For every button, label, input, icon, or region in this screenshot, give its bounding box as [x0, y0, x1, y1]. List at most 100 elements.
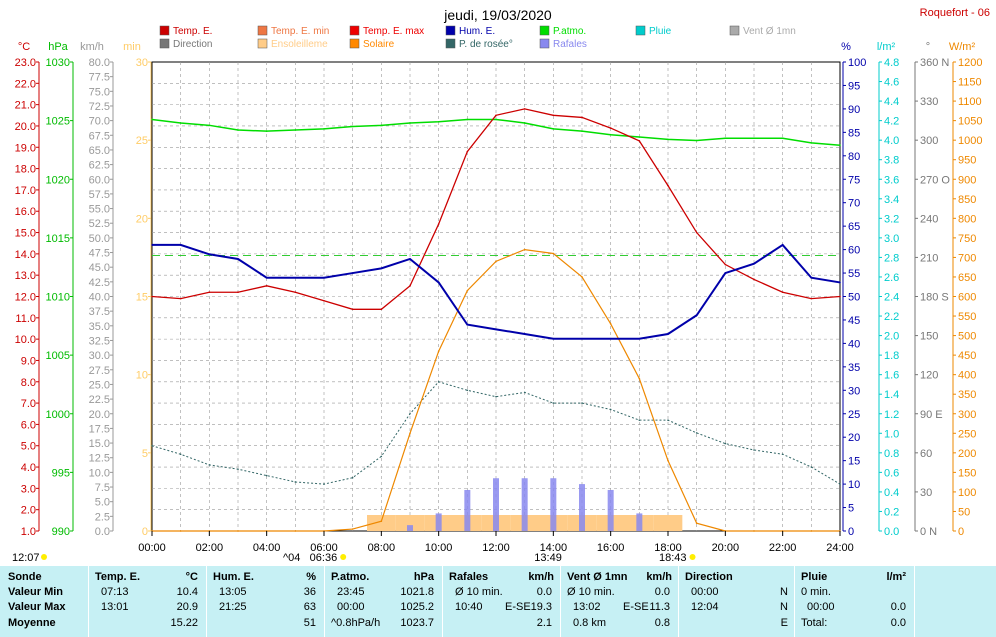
axis-tick-label-solar: 150 — [958, 467, 976, 479]
dewpoint-line-point — [409, 412, 411, 415]
direction-3: E — [780, 617, 788, 629]
axis-tick-label-temp: 15.0 — [15, 228, 36, 240]
axis-tick-label-hum: 45 — [848, 315, 860, 327]
humidity-line-point — [638, 337, 641, 340]
wind-avg10: 0.0 — [654, 586, 670, 598]
solar-line-point — [753, 530, 755, 532]
axis-tick-label-wind: 62.5 — [89, 160, 110, 172]
axis-tick-label-min: 10 — [136, 370, 148, 382]
x-tick-label: 08:00 — [368, 542, 396, 554]
axis-tick-label-hum: 90 — [848, 104, 860, 116]
axis-tick-label-solar: 600 — [958, 292, 976, 304]
gust-bar — [550, 478, 557, 531]
patmo-unit: hPa — [413, 571, 434, 583]
gusts-max-time: 10:40 — [455, 601, 483, 613]
temp-min: 10.4 — [176, 586, 198, 598]
axis-tick-label-solar: 400 — [958, 370, 976, 382]
axis-tick-label-temp: 8.0 — [21, 377, 36, 389]
solar-line-point — [638, 377, 641, 380]
axis-tick-label-pressure: 1015 — [46, 233, 70, 245]
axis-unit-solar: W/m² — [949, 41, 976, 53]
hum-min-time: 13:05 — [219, 586, 247, 598]
gust-bar — [579, 484, 585, 531]
pressure-line-point — [351, 125, 354, 128]
axis-tick-label-temp: 20.0 — [15, 121, 36, 133]
axis-tick-label-solar: 1150 — [958, 77, 982, 89]
axis-tick-label-min: 30 — [136, 57, 148, 69]
sonde-title: Sonde — [8, 571, 42, 583]
axis-tick-label-hum: 50 — [848, 292, 860, 304]
pressure-line-point — [810, 142, 813, 144]
axis-tick-label-temp: 9.0 — [21, 355, 36, 367]
axis-tick-label-temp: 11.0 — [15, 313, 36, 325]
x-tick-label: 18:00 — [654, 542, 682, 554]
axis-units: °C hPa km/h min% l/m² ° W/m² — [18, 41, 976, 53]
axis-tick-label-wind: 17.5 — [89, 423, 110, 435]
axis-tick-label-temp: 7.0 — [21, 398, 36, 410]
axis-tick-label-solar: 1100 — [958, 96, 982, 108]
axis-tick-label-wind: 65.0 — [89, 145, 110, 157]
axis-tick-label-pressure: 1005 — [46, 350, 70, 362]
x-tick-label: 00:00 — [138, 542, 166, 554]
axis-unit-dir: ° — [926, 41, 930, 53]
pressure-line-point — [724, 137, 727, 140]
humidity-line-point — [581, 337, 583, 340]
pressure-line-point — [179, 122, 182, 124]
patmo-max-time: 00:00 — [337, 601, 365, 613]
axis-tick-label-rain: 1.0 — [884, 428, 899, 440]
sunrise-time: 06:36 — [310, 552, 338, 564]
solar-line-point — [351, 528, 354, 530]
axis-tick-label-min: 15 — [136, 292, 148, 304]
pressure-line-point — [695, 139, 698, 142]
axis-tick-label-rain: 4.0 — [884, 135, 899, 147]
pressure-line-point — [208, 124, 211, 127]
humidity-line-point — [552, 337, 555, 340]
temp-min-time: 07:13 — [101, 586, 129, 598]
axis-tick-label-pressure: 1030 — [46, 57, 70, 69]
patmo-max: 1025.2 — [400, 601, 434, 613]
dewpoint-line-point — [695, 432, 698, 434]
axis-tick-label-rain: 0.2 — [884, 506, 899, 518]
temperature-line-point — [351, 308, 354, 311]
axis-tick-label-rain: 0.4 — [884, 487, 899, 499]
pressure-line-point — [552, 128, 555, 130]
legend-label: Pluie — [649, 26, 672, 37]
temperature-line-point — [667, 184, 669, 187]
solar-line-point — [495, 260, 497, 263]
x-tick-label: 14:00 — [540, 542, 568, 554]
axis-tick-label-solar: 1200 — [958, 57, 982, 69]
axis-tick-label-temp: 23.0 — [15, 57, 36, 69]
temperature-line-point — [466, 150, 469, 153]
axis-tick-label-wind: 52.5 — [89, 218, 110, 230]
axis-tick-label-dir: 270 O — [920, 174, 950, 186]
axis-tick-label-pressure: 1025 — [46, 116, 70, 128]
wind-unit: km/h — [646, 571, 672, 583]
axis-tick-label-hum: 100 — [848, 57, 866, 69]
rain-value: 0.0 — [890, 601, 906, 613]
axis-tick-label-rain: 4.2 — [884, 116, 899, 128]
solar-peak-time: 13:49 — [534, 552, 562, 564]
axis-tick-label-solar: 700 — [958, 252, 976, 264]
patmo-title: P.atmo. — [331, 571, 370, 583]
axis-tick-label-temp: 5.0 — [21, 441, 36, 453]
dewpoint-line-point — [179, 453, 182, 456]
pressure-line-point — [409, 122, 411, 124]
axis-tick-label-rain: 0.6 — [884, 467, 899, 479]
wind-avg: 0.8 — [654, 617, 670, 629]
blank-section — [914, 566, 996, 637]
gust-bar — [464, 489, 471, 531]
pressure-line-point — [466, 118, 469, 121]
legend-swatch — [159, 25, 170, 36]
direction-title: Direction — [685, 571, 733, 583]
axis-tick-label-wind: 67.5 — [89, 130, 110, 142]
axis-tick-label-hum: 65 — [848, 221, 860, 233]
wind-max-dir: E-SE — [623, 601, 649, 613]
axis-tick-label-wind: 32.5 — [89, 335, 110, 347]
moonrise-time: 12:07 — [12, 552, 40, 564]
temperature-line-point — [237, 291, 239, 294]
axis-tick-label-dir: 240 — [920, 213, 938, 225]
solar-line-point — [552, 252, 555, 255]
pressure-line-point — [753, 137, 755, 140]
temperature-line-point — [151, 295, 153, 298]
axis-tick-label-rain: 4.4 — [884, 96, 899, 108]
